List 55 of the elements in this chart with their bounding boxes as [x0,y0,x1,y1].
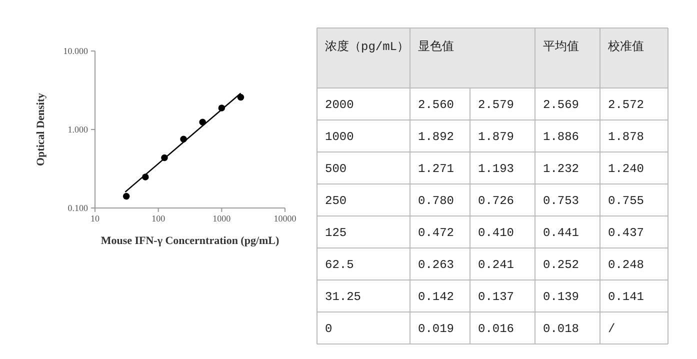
category-label: 2000 [325,98,354,112]
x-tick-label: 10000 [274,213,297,224]
data-label: 0.441 [543,226,580,240]
data-label: 0.726 [478,194,514,208]
x-tick-label: 1000 [212,213,232,224]
data-label: 0.241 [478,258,514,272]
data-label: 0.437 [608,226,644,240]
data-label: 1.878 [608,130,644,144]
text: 显色值 [418,40,454,54]
data-label: 0.410 [478,226,514,240]
y-axis-title: Optical Density [35,92,47,166]
category-label: 0 [325,322,332,336]
data-label: 0.141 [608,290,644,304]
x-tick-label: 100 [152,213,166,224]
point [237,94,244,101]
y-tick-label: 10.000 [63,46,88,56]
data-label: 1.879 [478,130,514,144]
data-label: 2.560 [418,98,454,112]
data-label: 0.018 [543,322,580,336]
data-label: 0.753 [543,194,580,208]
data-label: 0.755 [608,194,644,208]
data-label: 1.240 [608,162,644,176]
data-label: 2.572 [608,98,644,112]
data-label: 1.271 [418,162,454,176]
category-label: 31.25 [325,290,362,304]
data-label: 1.232 [543,162,580,176]
category-label: 1000 [325,130,354,144]
point [122,192,130,200]
data-label: / [608,322,616,336]
text: 浓度（pg/mL） [325,39,410,54]
data-label: 2.569 [543,98,580,112]
data-label: 1.886 [543,130,580,144]
category-label: 125 [325,226,347,240]
data-label: 1.193 [478,162,514,176]
x-axis-title: Mouse IFN-γ Concerntration (pg/mL) [100,235,280,247]
category-label: 62.5 [325,258,354,272]
data-label: 0.248 [608,258,644,272]
data-label: 0.142 [418,290,454,304]
data-label: 0.016 [478,322,514,336]
text: 校准值 [607,40,644,54]
data-label: 0.263 [418,258,454,272]
x-tick-label: 10 [90,213,100,224]
y-tick-label: 0.100 [68,202,88,213]
text: 平均值 [543,40,579,54]
category-label: 250 [325,194,347,208]
data-label: 1.892 [418,130,454,144]
category-label: 500 [325,162,347,176]
data-label: 0.019 [418,322,454,336]
y-tick-label: 1.000 [68,124,88,134]
data-label: 0.139 [543,290,580,304]
data-label: 0.252 [543,258,580,272]
data-label: 0.472 [418,226,454,240]
data-label: 0.137 [478,290,514,304]
data-label: 0.780 [418,194,454,208]
data-label: 2.579 [478,98,514,112]
